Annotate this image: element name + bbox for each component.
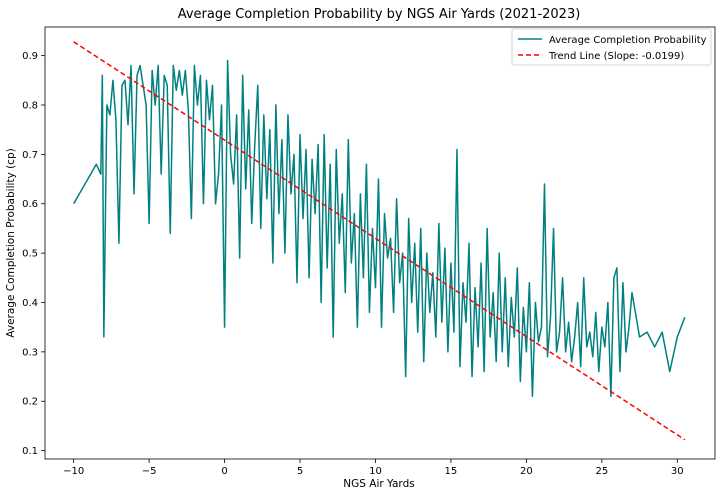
x-tick-label: 5 <box>297 466 303 477</box>
x-tick-label: 15 <box>445 466 458 477</box>
plot-lines <box>73 41 686 441</box>
x-tick-label: 0 <box>221 466 227 477</box>
y-tick-label: 0.3 <box>22 347 38 358</box>
legend: Average Completion Probability Trend Lin… <box>511 28 712 66</box>
y-axis: 0.1 0.2 0.3 0.4 0.5 0.6 0.7 0.8 0.9 <box>22 51 45 457</box>
chart-title: Average Completion Probability by NGS Ai… <box>178 7 581 22</box>
legend-label-trend: Trend Line (Slope: -0.0199) <box>548 51 684 62</box>
y-axis-label: Average Completion Probability (cp) <box>5 148 17 337</box>
x-tick-label: 10 <box>369 466 382 477</box>
y-tick-label: 0.9 <box>22 51 38 62</box>
legend-box <box>511 28 712 66</box>
x-axis: −10 −5 0 5 10 15 20 25 30 <box>63 459 684 477</box>
y-tick-label: 0.5 <box>22 249 38 260</box>
x-tick-label: 30 <box>671 466 684 477</box>
x-tick-label: 25 <box>595 466 608 477</box>
x-tick-label: −5 <box>142 466 157 477</box>
y-tick-label: 0.4 <box>22 298 38 309</box>
series-line-completion-probability <box>73 59 686 398</box>
x-tick-label: −10 <box>63 466 84 477</box>
legend-label-completion: Average Completion Probability <box>549 35 707 46</box>
y-tick-label: 0.7 <box>22 150 38 161</box>
y-tick-label: 0.8 <box>22 101 38 112</box>
x-tick-label: 20 <box>520 466 533 477</box>
y-tick-label: 0.6 <box>22 199 38 210</box>
y-tick-label: 0.2 <box>22 397 38 408</box>
x-axis-label: NGS Air Yards <box>343 478 414 490</box>
y-tick-label: 0.1 <box>22 446 38 457</box>
series-line-trend <box>73 41 686 441</box>
plot-frame <box>44 26 716 460</box>
